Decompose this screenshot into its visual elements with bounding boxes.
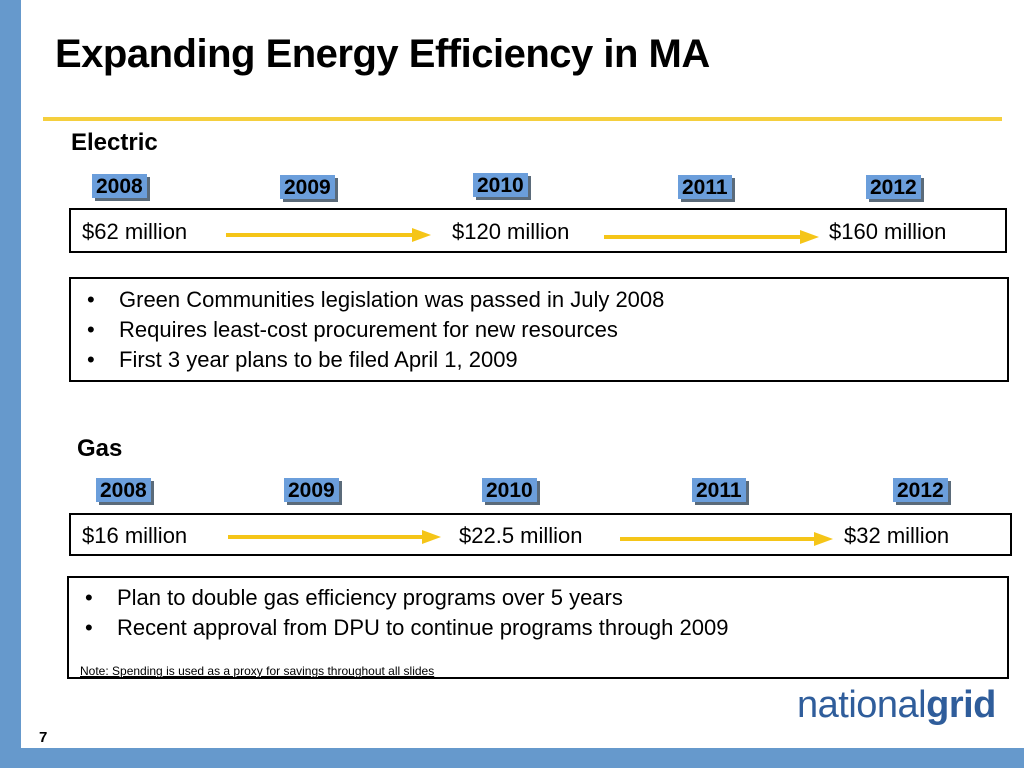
electric-bullet-1: Green Communities legislation was passed…: [71, 285, 664, 315]
gas-spending-box: $16 million $22.5 million $32 million: [69, 513, 1012, 556]
logo-text-regular: national: [797, 684, 927, 726]
page-number: 7: [39, 729, 48, 746]
electric-bullet-2: Requires least-cost procurement for new …: [71, 315, 664, 345]
gas-year-2009: 2009: [284, 478, 339, 502]
gas-amount-2012: $32 million: [844, 523, 950, 548]
electric-spending-box: $62 million $120 million $160 million: [69, 208, 1007, 253]
electric-bullet-3: First 3 year plans to be filed April 1, …: [71, 345, 664, 375]
electric-year-2011: 2011: [678, 175, 732, 199]
electric-year-2010: 2010: [473, 173, 528, 197]
left-accent-bar: [0, 0, 21, 768]
title-divider: [43, 117, 1002, 121]
electric-amount-2008: $62 million: [82, 219, 188, 244]
gas-amount-2010: $22.5 million: [459, 523, 583, 548]
slide-title: Expanding Energy Efficiency in MA: [55, 32, 710, 76]
gas-year-2011: 2011: [692, 478, 746, 502]
gas-bullet-list: Plan to double gas efficiency programs o…: [69, 583, 728, 643]
gas-arrow-2: [620, 532, 833, 546]
electric-amount-2012: $160 million: [829, 219, 947, 244]
national-grid-logo: nationalgrid: [797, 684, 996, 727]
gas-notes-box: Plan to double gas efficiency programs o…: [67, 576, 1009, 679]
gas-year-2010: 2010: [482, 478, 537, 502]
electric-year-2008: 2008: [92, 174, 147, 198]
logo-text-bold: grid: [926, 684, 996, 726]
electric-year-2012: 2012: [866, 175, 921, 199]
electric-arrow-1: [226, 228, 431, 242]
electric-notes-box: Green Communities legislation was passed…: [69, 277, 1009, 382]
gas-year-2008: 2008: [96, 478, 151, 502]
electric-bullet-list: Green Communities legislation was passed…: [71, 285, 664, 375]
bottom-accent-bar: [0, 748, 1024, 768]
gas-year-2012: 2012: [893, 478, 948, 502]
gas-amount-2008: $16 million: [82, 523, 188, 548]
gas-bullet-1: Plan to double gas efficiency programs o…: [69, 583, 728, 613]
electric-section-label: Electric: [71, 129, 158, 156]
gas-bullet-2: Recent approval from DPU to continue pro…: [69, 613, 728, 643]
footnote: Note: Spending is used as a proxy for sa…: [80, 664, 435, 678]
electric-year-2009: 2009: [280, 175, 335, 199]
gas-section-label: Gas: [77, 435, 123, 462]
electric-arrow-2: [604, 230, 819, 244]
gas-arrow-1: [228, 530, 441, 544]
electric-amount-2010: $120 million: [452, 219, 570, 244]
